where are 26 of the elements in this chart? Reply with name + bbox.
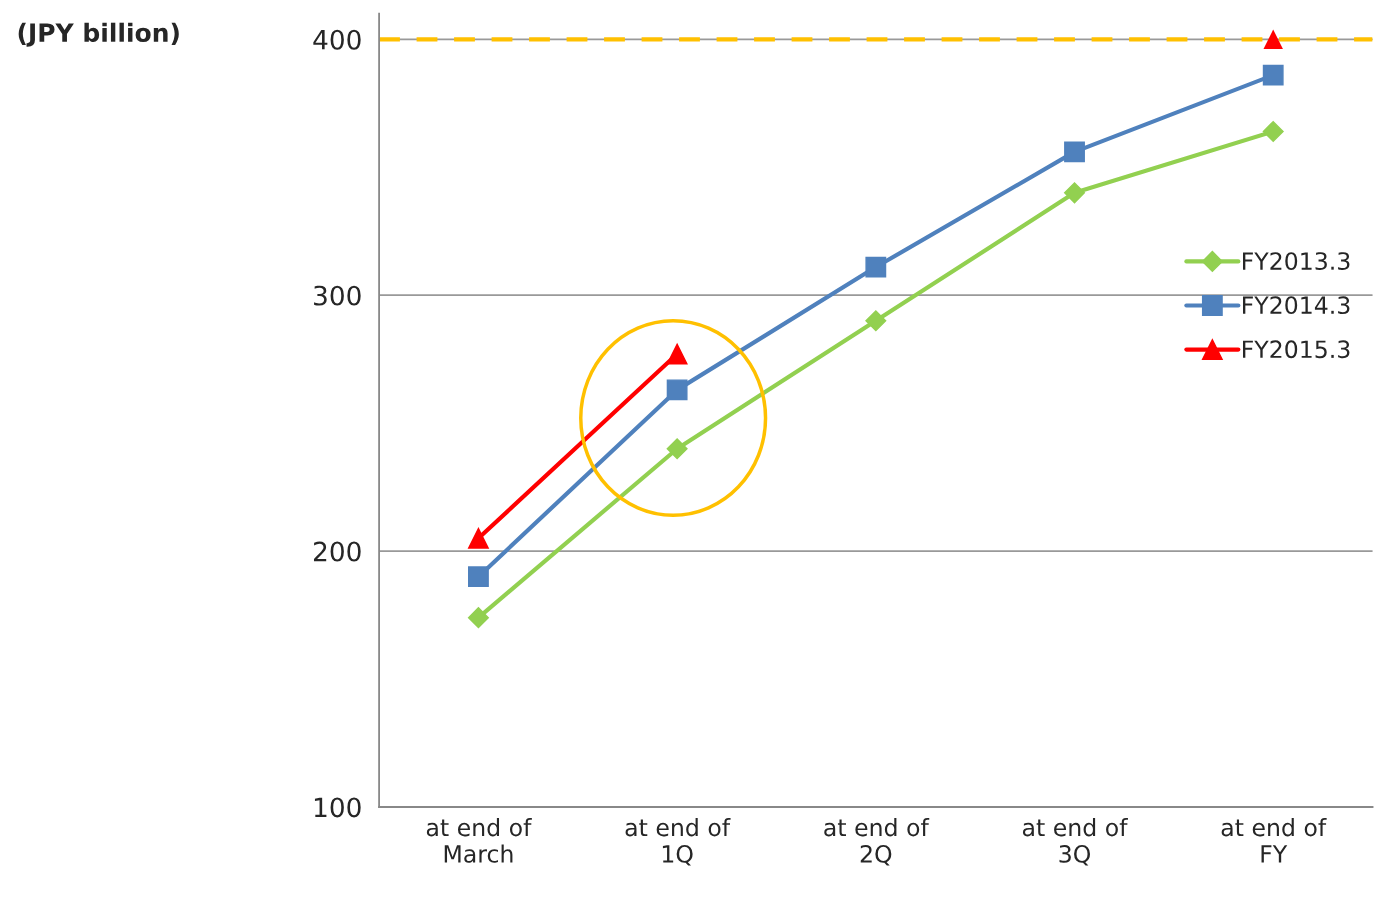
x-tick-label: at end of 2Q (824, 818, 930, 866)
x-tick-label: at end of 1Q (625, 818, 731, 866)
y-tick-label: 200 (313, 541, 361, 562)
point (1064, 141, 1085, 163)
point (1064, 182, 1086, 204)
text: (JPY billion) (18, 22, 179, 47)
x-tick-label: at end of 3Q (1022, 818, 1128, 866)
point (865, 256, 887, 278)
y-tick-label: 100 (314, 797, 361, 818)
point (1262, 64, 1284, 86)
point (467, 607, 489, 629)
point (1263, 29, 1283, 50)
point (468, 566, 489, 588)
y-tick-label: 300 (314, 285, 361, 306)
point (1262, 120, 1284, 142)
legend-label: FY2015.3 (1243, 340, 1350, 359)
point (666, 379, 688, 401)
y-tick-label: 400 (313, 29, 361, 50)
legend-label: FY2013.3 (1243, 252, 1350, 270)
point (666, 343, 688, 365)
point (468, 527, 489, 549)
x-tick-label: at end of March (426, 818, 532, 863)
legend-label: FY2014.3 (1243, 296, 1350, 315)
x-tick-label: at end of FY (1221, 818, 1327, 863)
point (865, 310, 887, 332)
point (666, 438, 688, 460)
